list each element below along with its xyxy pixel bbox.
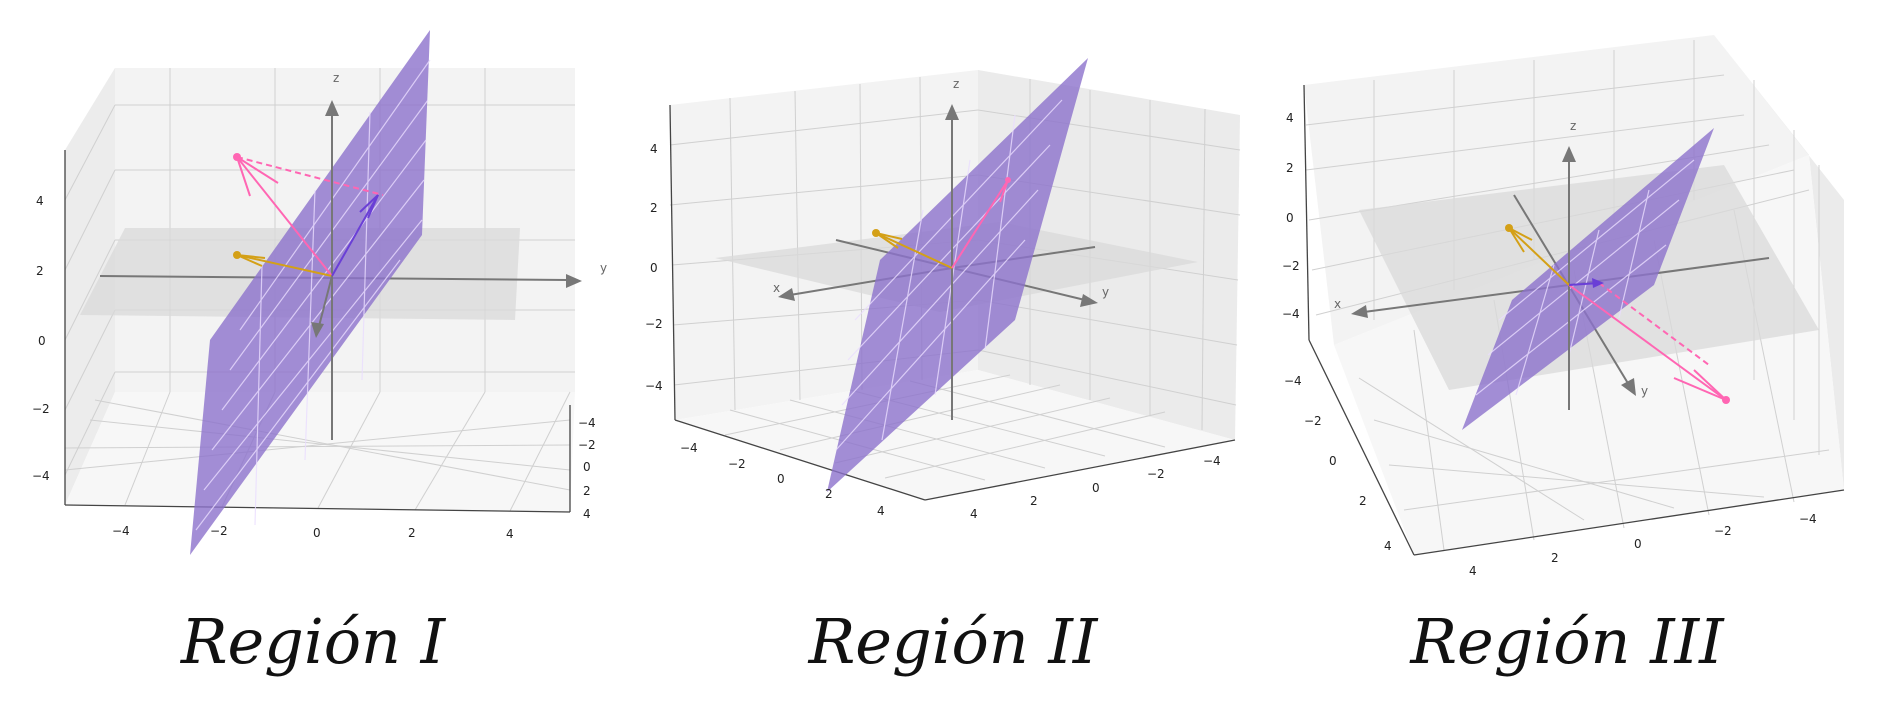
bottom-tick-1: −4 (1799, 512, 1817, 526)
z-tick-2: 2 (650, 201, 658, 215)
plane-mesh (1475, 159, 1695, 396)
z-tick-5: −4 (1282, 307, 1300, 321)
orange-vector (1505, 224, 1570, 286)
side-tick-2: −2 (578, 438, 596, 452)
z-tick-3: 0 (650, 261, 658, 275)
z-axis-label: z (953, 77, 959, 91)
side-tick-3: 0 (1092, 481, 1100, 495)
bottom-tick-2: −2 (728, 457, 746, 471)
plot-3d-region-1: y z (32, 30, 607, 555)
purple-plane (190, 30, 430, 555)
orange-vector (233, 251, 333, 277)
bottom-tick-2: −2 (1714, 524, 1732, 538)
side-tick-3: 0 (583, 460, 591, 474)
z-tick-1: 4 (1286, 111, 1294, 125)
plot-3d-region-3: x y z (1282, 35, 1845, 578)
pink-vector (1568, 282, 1730, 404)
side-tick-1: −4 (1284, 374, 1302, 388)
z-tick-4: −2 (1282, 259, 1300, 273)
orange-vector (872, 229, 953, 269)
z-tick-2: 2 (36, 264, 44, 278)
x-axis-arrowhead (1351, 305, 1368, 318)
pink-vector (951, 177, 1011, 269)
side-tick-5: −4 (1203, 454, 1221, 468)
z-tick-4: −2 (32, 402, 50, 416)
side-tick-5: 4 (1384, 539, 1392, 553)
y-axis-label: y (1641, 384, 1648, 398)
side-tick-1: −4 (578, 416, 596, 430)
panel-region-3: x y z (1254, 0, 1880, 713)
x-axis-arrowhead (778, 288, 795, 301)
bottom-tick-2: −2 (210, 524, 228, 538)
side-tick-2: 2 (1030, 494, 1038, 508)
purple-plane (1462, 128, 1714, 430)
bottom-tick-3: 0 (313, 526, 321, 540)
z-tick-5: −4 (645, 379, 663, 393)
z-axis-arrowhead (325, 100, 339, 116)
bottom-tick-3: 0 (777, 472, 785, 486)
z-tick-1: 4 (650, 142, 658, 156)
side-tick-2: −2 (1304, 414, 1322, 428)
purple-vector (331, 194, 379, 277)
purple-vector (1568, 278, 1604, 288)
side-tick-3: 0 (1329, 454, 1337, 468)
z-tick-3: 0 (1286, 211, 1294, 225)
panel-region-2: x y z 4 2 0 −2 (640, 0, 1266, 713)
bottom-tick-4: 2 (408, 526, 416, 540)
side-tick-1: 4 (970, 507, 978, 521)
axis-frame (64, 150, 571, 513)
side-tick-4: 2 (583, 484, 591, 498)
plane-mesh (835, 99, 1063, 451)
caption-region-1: Región I (180, 605, 446, 678)
gray-vector (311, 275, 333, 338)
bottom-tick-5: 4 (506, 527, 514, 541)
side-tick-4: 2 (1359, 494, 1367, 508)
y-axis-label: y (1102, 285, 1109, 299)
panel-region-1: y z (0, 0, 626, 713)
bottom-tick-3: 0 (1634, 537, 1642, 551)
pink-vector (233, 153, 384, 277)
floor-pane (65, 392, 575, 512)
z-tick-4: −2 (645, 317, 663, 331)
z-axis-label: z (333, 71, 339, 85)
z-axis-label: z (1570, 119, 1576, 133)
bottom-tick-1: −4 (112, 524, 130, 538)
bottom-tick-5: 4 (877, 504, 885, 518)
caption-region-2: Región II (808, 605, 1098, 678)
z-axis-arrowhead (945, 104, 959, 120)
side-tick-5: 4 (583, 507, 591, 521)
z-tick-3: 0 (38, 334, 46, 348)
z-tick-5: −4 (32, 469, 50, 483)
z-tick-1: 4 (36, 194, 44, 208)
bottom-tick-4: 2 (825, 487, 833, 501)
z-axis-arrowhead (1562, 146, 1576, 162)
axis-frame (1303, 84, 1845, 556)
bottom-tick-5: 4 (1469, 564, 1477, 578)
y-axis-arrowhead (1621, 378, 1636, 396)
y-axis-label: y (600, 261, 607, 275)
y-axis-arrowhead (1080, 294, 1098, 307)
bottom-tick-1: −4 (680, 441, 698, 455)
axis-frame (669, 104, 1236, 501)
x-axis-label: x (1334, 297, 1341, 311)
bottom-tick-4: 2 (1551, 551, 1559, 565)
side-tick-4: −2 (1147, 467, 1165, 481)
z-tick-2: 2 (1286, 161, 1294, 175)
x-axis-label: x (773, 281, 780, 295)
y-axis-arrowhead (566, 274, 582, 288)
plot-3d-region-2: x y z 4 2 0 −2 (645, 58, 1241, 521)
caption-region-3: Región III (1410, 605, 1724, 678)
